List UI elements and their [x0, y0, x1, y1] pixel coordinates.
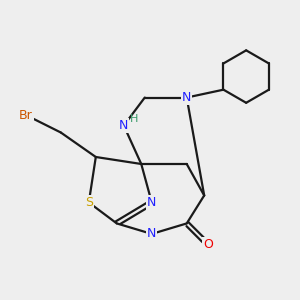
Text: Br: Br — [19, 109, 33, 122]
Text: H: H — [129, 114, 138, 124]
Text: N: N — [182, 91, 191, 104]
Text: S: S — [85, 196, 93, 209]
Text: N: N — [147, 196, 156, 209]
Text: N: N — [119, 119, 128, 132]
Text: N: N — [147, 227, 156, 240]
Text: O: O — [203, 238, 213, 251]
